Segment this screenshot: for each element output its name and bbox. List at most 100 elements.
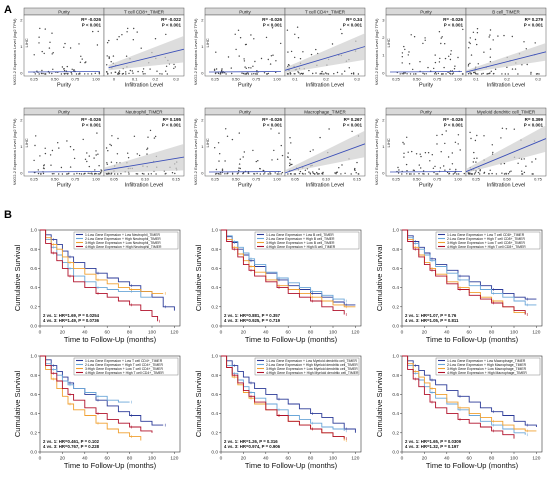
y-tick-label: 0 [382, 170, 385, 175]
y-axis-label: Cumulative Survival [375, 245, 384, 312]
data-point [111, 135, 113, 137]
data-point [98, 73, 101, 75]
data-point [239, 37, 242, 39]
data-point [473, 173, 476, 175]
legend-entry: 3:High Gene Expression + Low T cell CD8+… [447, 241, 525, 245]
data-point [43, 52, 45, 55]
data-point [238, 163, 241, 165]
data-point [467, 73, 470, 75]
data-point [106, 42, 109, 44]
right-stat-p: P < 0.001 [162, 123, 182, 128]
data-point [125, 73, 127, 75]
data-point [264, 172, 266, 174]
regression-line [108, 48, 185, 69]
data-point [299, 170, 302, 173]
data-point [159, 73, 161, 75]
data-point [309, 173, 312, 175]
data-point [290, 50, 293, 53]
left-stat-p: P < 0.001 [444, 23, 464, 28]
data-point [114, 71, 117, 74]
data-point [82, 138, 84, 141]
right-stat-r: R= 0.267 [344, 117, 363, 122]
data-point [116, 162, 118, 164]
data-point [38, 42, 40, 44]
data-point [49, 41, 51, 43]
data-point [523, 41, 525, 43]
left-stat-r: R= -0.026 [443, 17, 463, 22]
data-point [321, 70, 323, 73]
data-point [304, 169, 307, 171]
legend-entry: 2:Low Gene Expression + High Neutrophil_… [85, 237, 161, 241]
data-point [423, 173, 425, 175]
data-point [79, 61, 82, 63]
data-point [476, 134, 478, 137]
data-point [242, 72, 245, 75]
data-point [41, 50, 43, 53]
x-tick-label: 0.75 [534, 177, 543, 182]
data-point [406, 170, 408, 172]
data-point [40, 173, 42, 175]
x-tick-label: 0.50 [503, 177, 512, 182]
data-point [127, 157, 130, 159]
data-point [231, 72, 233, 75]
data-point [84, 62, 86, 64]
data-point [469, 42, 471, 45]
data-point [97, 173, 100, 175]
data-point [250, 34, 252, 36]
data-point [60, 166, 63, 169]
data-point [69, 146, 72, 148]
data-point [340, 173, 342, 175]
data-point [340, 28, 342, 30]
y-tick-label: 0.2 [211, 430, 218, 436]
legend-entry: 1:Low Gene Expression + Low T cell CD4+_… [85, 359, 163, 363]
x-tick-label: 0.2 [323, 77, 329, 82]
data-point [331, 43, 334, 45]
x-tick-label: 0 [220, 330, 223, 336]
x-tick-label: 120 [170, 330, 178, 336]
data-point [297, 71, 299, 73]
right-stat-p: P < 0.001 [524, 123, 544, 128]
data-point [523, 158, 525, 160]
panel-label-b: B [4, 209, 12, 221]
data-point [142, 73, 144, 75]
legend-box [435, 231, 541, 250]
data-point [410, 34, 412, 36]
data-point [407, 54, 409, 56]
data-point [66, 73, 69, 75]
data-point [315, 72, 317, 74]
data-point [401, 56, 403, 58]
y-tick-label: 0.2 [30, 304, 37, 310]
data-point [214, 147, 216, 149]
y-tick-label: 2 [20, 117, 23, 122]
data-point [73, 69, 75, 71]
legend-entry: 1:Low Gene Expression + Low Neutrophil_T… [85, 233, 160, 237]
data-point [491, 144, 493, 146]
data-point [452, 72, 455, 74]
data-point [42, 172, 45, 175]
right-stat-r: R= 0.34 [346, 17, 362, 22]
data-point [483, 135, 485, 137]
data-point [449, 168, 451, 170]
data-point [401, 52, 404, 54]
data-point [95, 154, 97, 156]
data-point [88, 155, 91, 157]
survival-curve-4 [40, 229, 159, 322]
right-strip-label: B cell_TIMER [492, 9, 520, 14]
left-stat-r: R= -0.026 [81, 117, 101, 122]
data-point [98, 165, 100, 167]
data-point [254, 60, 256, 63]
x-tick-label: 120 [532, 456, 540, 462]
data-point [110, 72, 113, 74]
y-axis-label: NKG2-2 Expression Level (log2 TPM) [12, 18, 17, 86]
data-point [457, 134, 460, 136]
data-point [456, 173, 458, 175]
data-point [221, 68, 223, 70]
x-tick-label: 80 [489, 330, 495, 336]
data-point [280, 144, 282, 147]
y-tick-label: 0.2 [211, 304, 218, 310]
legend-entry: 1:Low Gene Expression + Low B cell_TIMER [266, 233, 334, 237]
data-point [453, 68, 456, 70]
data-point [128, 173, 130, 175]
data-point [265, 36, 268, 39]
x-tick-label: 0.25 [211, 77, 220, 82]
